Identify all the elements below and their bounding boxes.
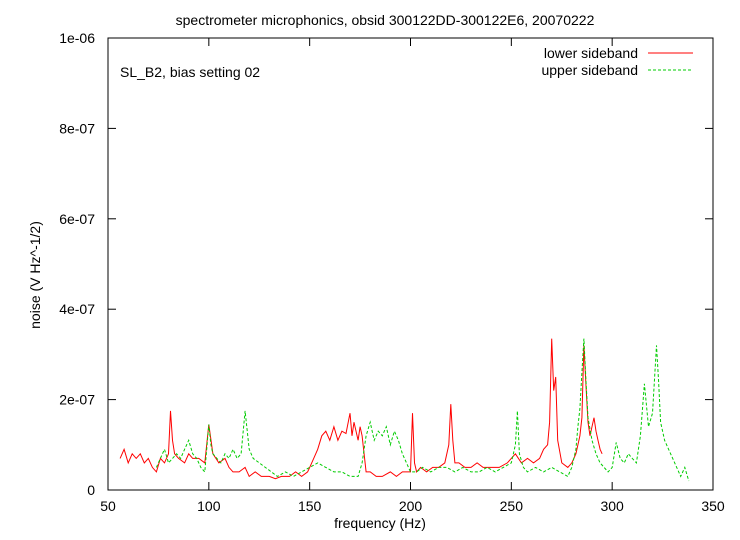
y-tick-label: 0 — [87, 482, 95, 498]
series-layer — [119, 338, 690, 482]
x-tick-label: 50 — [100, 498, 116, 514]
y-tick-label: 4e-07 — [59, 301, 95, 317]
chart-annotation: SL_B2, bias setting 02 — [120, 64, 260, 80]
y-tick-label: 6e-07 — [59, 211, 95, 227]
series-line-upper-sideband — [155, 338, 690, 482]
legend-label-lower-sideband: lower sideband — [544, 45, 638, 61]
y-tick-label: 2e-07 — [59, 392, 95, 408]
chart-title: spectrometer microphonics, obsid 300122D… — [176, 12, 595, 28]
x-tick-label: 250 — [500, 498, 524, 514]
x-axis-label: frequency (Hz) — [334, 515, 426, 531]
x-tick-label: 100 — [197, 498, 221, 514]
legend-label-upper-sideband: upper sideband — [541, 62, 638, 78]
y-tick-label: 1e-06 — [59, 30, 95, 46]
legend: lower sideband upper sideband — [541, 45, 693, 78]
y-tick-label: 8e-07 — [59, 120, 95, 136]
x-tick-label: 200 — [399, 498, 423, 514]
x-tick-label: 350 — [701, 498, 725, 514]
plot-area — [107, 37, 714, 491]
x-tick-label: 300 — [600, 498, 624, 514]
series-line-lower-sideband — [119, 338, 603, 480]
axis-ticks: 50 100 150 200 250 300 350 0 2e-07 4e-07 6e-07 8e-0… — [59, 30, 725, 514]
y-axis-label: noise (V Hz^-1/2) — [27, 221, 43, 329]
x-tick-label: 150 — [298, 498, 322, 514]
